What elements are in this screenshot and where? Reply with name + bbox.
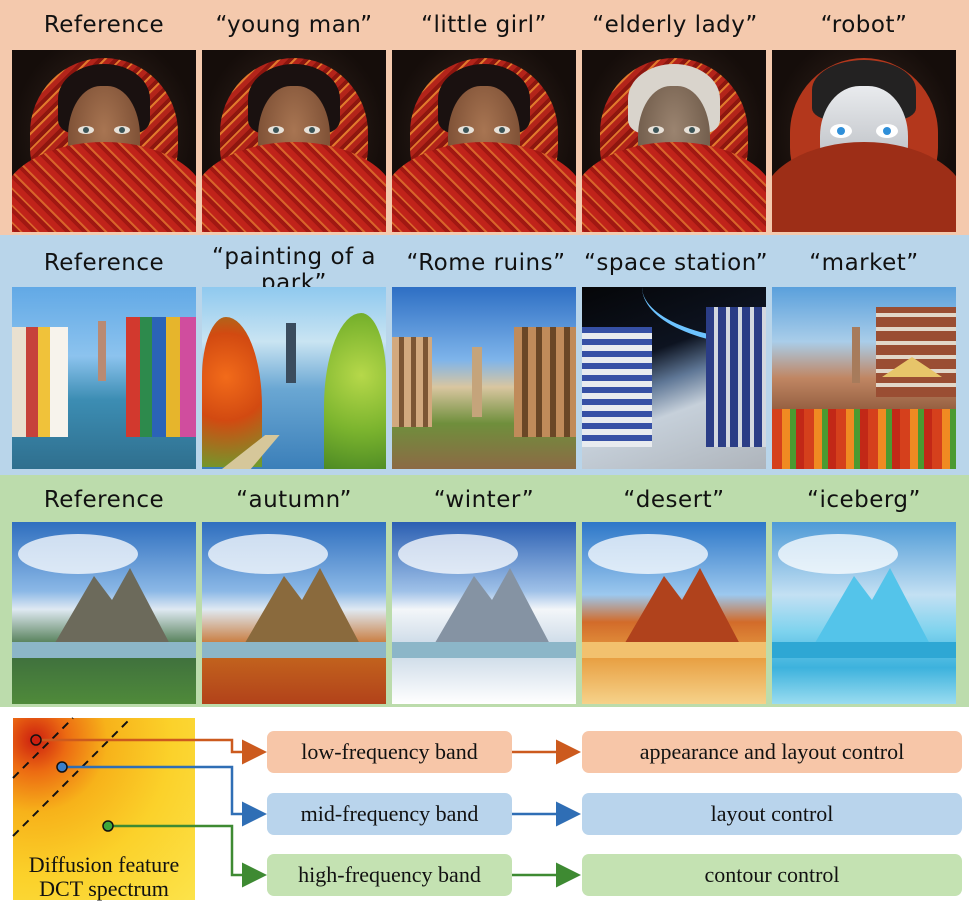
row2-label-reference: Reference	[43, 250, 165, 276]
row3-label-desert: “desert”	[623, 487, 725, 513]
low-frequency-band-box: low-frequency band	[267, 731, 512, 773]
image-autumn	[202, 522, 386, 704]
image-painting-of-a-park	[202, 287, 386, 469]
row3-label-iceberg: “iceberg”	[807, 487, 921, 513]
high-frequency-band-box: high-frequency band	[267, 854, 512, 896]
image-robot	[772, 50, 956, 232]
low-band-connector	[36, 738, 267, 765]
image-market	[772, 287, 956, 469]
row1-label-young-man: “young man”	[215, 12, 373, 38]
row2-label-rome-ruins: “Rome ruins”	[406, 250, 566, 276]
band-connectors	[12, 717, 581, 888]
image-winter	[392, 522, 576, 704]
image-reference-portrait	[12, 50, 196, 232]
image-reference-mountain	[12, 522, 196, 704]
image-reference-canal	[12, 287, 196, 469]
image-desert	[582, 522, 766, 704]
row2-label-market: “market”	[809, 250, 919, 276]
low-mid-divider	[12, 717, 74, 779]
low-band-marker	[30, 734, 42, 746]
row3-label-winter: “winter”	[433, 487, 535, 513]
mid-band-marker	[56, 761, 68, 773]
contour-control-box: contour control	[582, 854, 962, 896]
image-iceberg	[772, 522, 956, 704]
image-elderly-lady	[582, 50, 766, 232]
high-band-marker	[102, 820, 114, 832]
spectrum-caption-line2: DCT spectrum	[39, 876, 169, 901]
row3-label-autumn: “autumn”	[236, 487, 352, 513]
row3-label-reference: Reference	[43, 487, 165, 513]
mid-high-divider	[12, 717, 132, 837]
image-rome-ruins	[392, 287, 576, 469]
row1-label-elderly-lady: “elderly lady”	[592, 12, 758, 38]
row1-label-robot: “robot”	[820, 12, 908, 38]
image-young-man	[202, 50, 386, 232]
row1-label-reference: Reference	[43, 12, 165, 38]
appearance-layout-control-box: appearance and layout control	[582, 731, 962, 773]
row1-label-little-girl: “little girl”	[421, 12, 547, 38]
row2-label-space-station: “space station”	[583, 250, 768, 276]
mid-frequency-band-box: mid-frequency band	[267, 793, 512, 835]
image-space-station	[582, 287, 766, 469]
image-little-girl	[392, 50, 576, 232]
high-band-connector	[108, 824, 267, 888]
spectrum-caption-line1: Diffusion feature	[28, 852, 180, 877]
mid-band-connector	[62, 765, 267, 827]
layout-control-box: layout control	[582, 793, 962, 835]
